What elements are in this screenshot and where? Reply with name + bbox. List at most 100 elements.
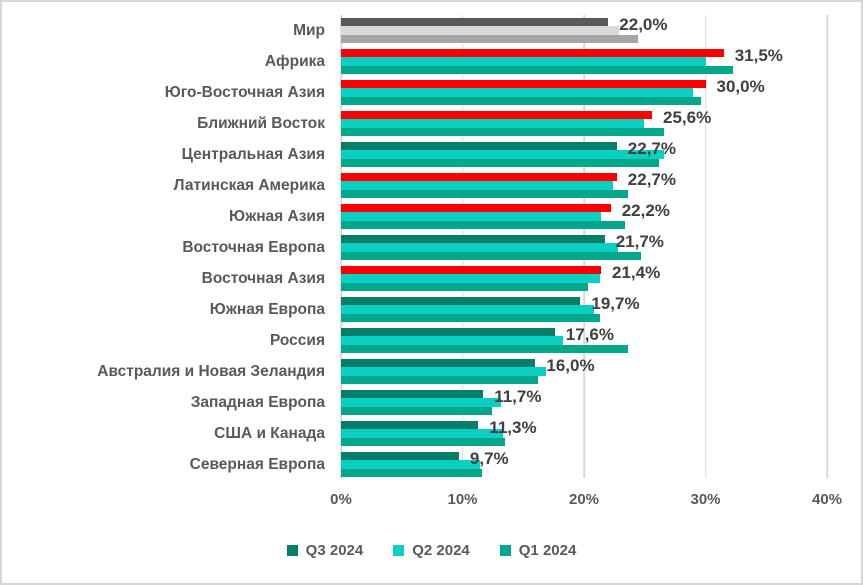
x-axis-tick-label: 0% — [330, 491, 352, 508]
legend-item: Q2 2024 — [393, 542, 470, 559]
bar-group: 21,7% — [341, 231, 827, 261]
chart-row: Центральная Азия 22,7% — [2, 139, 861, 170]
bar-q3-2024 — [341, 203, 611, 213]
data-label: 22,7% — [627, 169, 676, 189]
category-label: Восточная Европа — [182, 239, 325, 256]
chart-row: США и Канада 11,3% — [2, 418, 861, 449]
bar-q2-2024 — [341, 88, 694, 97]
bar-q2-2024 — [341, 26, 620, 35]
category-label: Австралия и Новая Зеландия — [97, 363, 325, 380]
category-label: США и Канада — [214, 425, 325, 442]
bar-group: 11,7% — [341, 386, 827, 416]
bar-q1-2024 — [341, 344, 628, 354]
bar-q3-2024 — [341, 296, 581, 306]
x-axis: 0% 10% 20% 30% 40% — [330, 491, 842, 511]
bar-q2-2024 — [341, 336, 564, 345]
bar-q2-2024 — [341, 305, 594, 314]
bar-group: 22,7% — [341, 138, 827, 168]
legend: Q3 2024 Q2 2024 Q1 2024 — [2, 542, 861, 559]
bar-q2-2024 — [341, 57, 706, 66]
data-label: 25,6% — [663, 107, 712, 127]
gridline — [826, 15, 828, 478]
bar-q1-2024 — [341, 251, 642, 261]
chart-row: Юго-Восточная Азия 30,0% — [2, 77, 861, 108]
chart-row: Латинская Америка 22,7% — [2, 170, 861, 201]
bar-q3-2024 — [341, 17, 609, 27]
bar-q3-2024 — [341, 358, 536, 368]
chart-row: Австралия и Новая Зеландия 16,0% — [2, 356, 861, 387]
bar-q3-2024 — [341, 172, 617, 182]
bar-q3-2024 — [341, 48, 724, 58]
bar-q2-2024 — [341, 429, 503, 438]
bar-q1-2024 — [341, 437, 505, 447]
category-label: Африка — [264, 53, 325, 70]
category-label: Северная Европа — [189, 456, 325, 473]
category-label: Центральная Азия — [181, 146, 325, 163]
category-label: Латинская Америка — [173, 177, 325, 194]
chart-row: Россия 17,6% — [2, 325, 861, 356]
bar-group: 9,7% — [341, 449, 827, 478]
bar-q2-2024 — [341, 150, 665, 159]
bar-q1-2024 — [341, 34, 638, 44]
bar-q1-2024 — [341, 127, 665, 137]
bar-group: 22,2% — [341, 200, 827, 230]
bar-q3-2024 — [341, 141, 617, 151]
category-label: Россия — [269, 332, 325, 349]
category-label: Западная Европа — [190, 394, 325, 411]
legend-swatch-icon — [286, 545, 298, 556]
data-label: 16,0% — [546, 355, 595, 375]
bar-q2-2024 — [341, 460, 480, 469]
bar-q1-2024 — [341, 158, 660, 168]
x-axis-tick-label: 40% — [811, 491, 843, 508]
bar-q3-2024 — [341, 265, 601, 275]
data-label: 11,3% — [489, 417, 537, 437]
data-label: 21,7% — [615, 231, 664, 251]
data-label: 21,4% — [612, 262, 661, 282]
bar-group: 11,3% — [341, 417, 827, 447]
bar-q2-2024 — [341, 212, 601, 221]
bar-q3-2024 — [341, 327, 555, 337]
category-label: Ближний Восток — [197, 115, 325, 132]
x-axis-tick-label: 10% — [447, 491, 478, 508]
data-label: 11,7% — [494, 386, 542, 406]
bar-group: 22,7% — [341, 169, 827, 199]
bar-group: 16,0% — [341, 355, 827, 385]
legend-label: Q1 2024 — [518, 542, 577, 559]
data-label: 22,0% — [619, 14, 668, 34]
legend-item: Q3 2024 — [286, 542, 363, 559]
chart-row: Восточная Азия 21,4% — [2, 263, 861, 294]
category-label: Южная Азия — [229, 208, 325, 225]
bar-group: 17,6% — [341, 324, 827, 354]
bar-q1-2024 — [341, 65, 734, 75]
legend-swatch-icon — [393, 545, 405, 556]
data-label: 17,6% — [565, 324, 614, 344]
bar-q2-2024 — [341, 119, 644, 128]
bar-q2-2024 — [341, 367, 547, 376]
bar-q1-2024 — [341, 220, 626, 230]
bar-q1-2024 — [341, 313, 600, 323]
x-axis-tick-label: 20% — [568, 491, 600, 508]
chart-row: Южная Азия 22,2% — [2, 201, 861, 232]
legend-label: Q2 2024 — [412, 542, 470, 559]
bar-q1-2024 — [341, 468, 482, 478]
x-axis-tick-label: 30% — [690, 491, 721, 508]
bar-q3-2024 — [341, 110, 652, 120]
legend-item: Q1 2024 — [499, 542, 577, 559]
bar-group: 25,6% — [341, 107, 827, 137]
bar-q2-2024 — [341, 398, 502, 407]
bar-q3-2024 — [341, 79, 706, 89]
data-label: 22,7% — [627, 138, 676, 158]
bar-q1-2024 — [341, 406, 492, 416]
chart-row: Мир 22,0% — [2, 15, 861, 46]
bar-q1-2024 — [341, 96, 701, 106]
data-label: 19,7% — [591, 293, 640, 313]
chart-row: Южная Европа 19,7% — [2, 294, 861, 325]
chart-row: Северная Европа 9,7% — [2, 449, 861, 480]
data-label: 30,0% — [716, 76, 765, 96]
bar-q3-2024 — [341, 389, 484, 399]
data-label: 22,2% — [621, 200, 670, 220]
bar-group: 19,7% — [341, 293, 827, 323]
bar-group: 22,0% — [341, 14, 827, 44]
chart-row: Ближний Восток 25,6% — [2, 108, 861, 139]
